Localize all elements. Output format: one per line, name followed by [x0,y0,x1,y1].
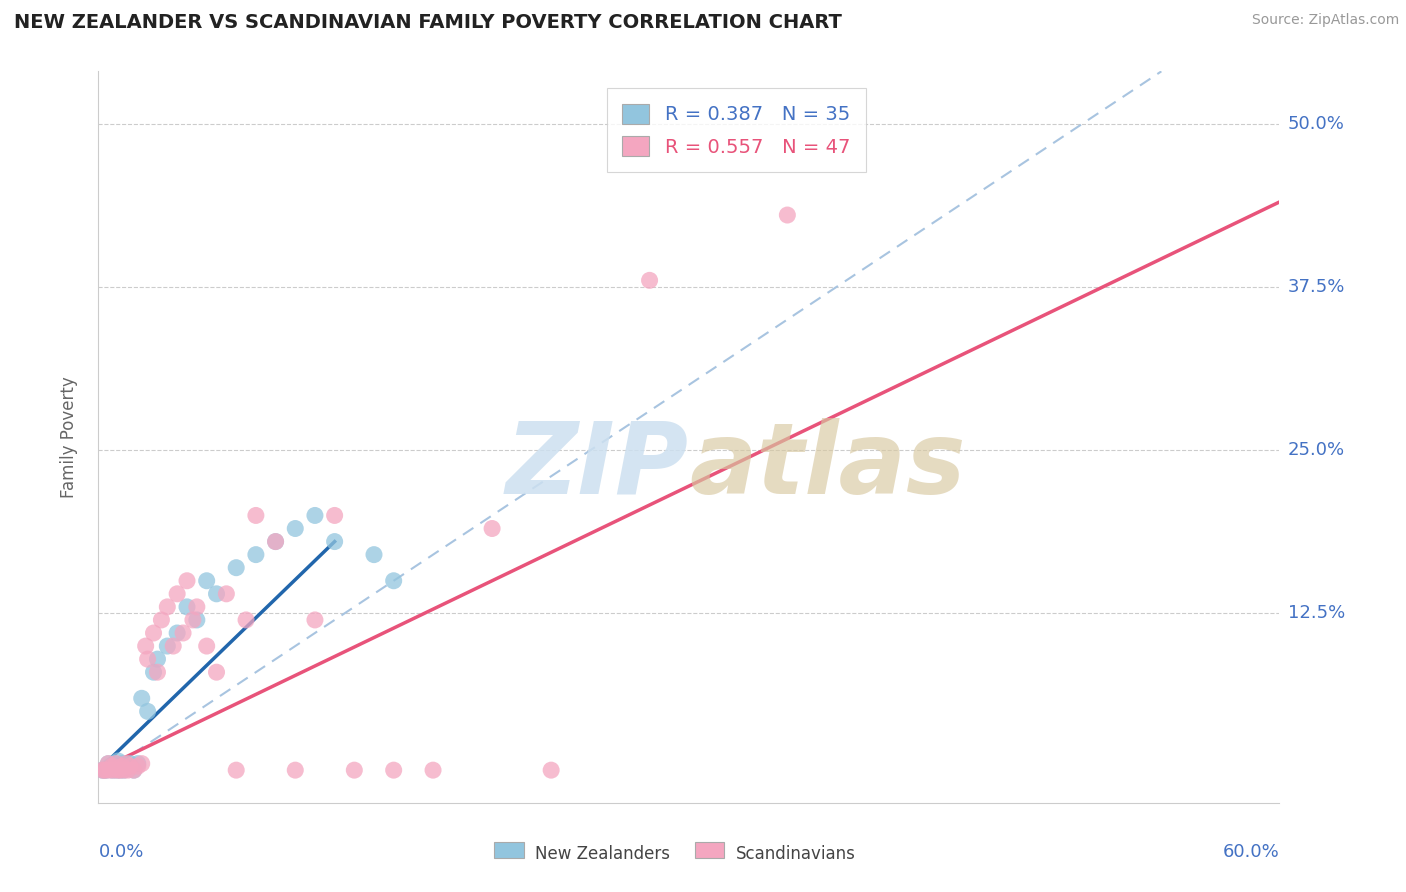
Point [186,599,208,614]
Point [108,763,131,777]
Point [142,626,165,640]
Point [98,763,121,777]
Point [142,665,165,680]
Point [422,763,444,777]
Point [115,756,138,771]
Point [382,574,405,588]
Point [343,763,366,777]
Text: 60.0%: 60.0% [1223,843,1279,861]
Point [176,574,198,588]
Point [181,613,204,627]
Point [105,763,128,777]
Point [146,652,169,666]
Point [166,626,188,640]
Text: 25.0%: 25.0% [1288,442,1346,459]
FancyBboxPatch shape [494,841,523,858]
Text: Scandinavians: Scandinavians [737,846,856,863]
Point [304,508,326,523]
Point [363,548,385,562]
Point [127,759,149,773]
Point [264,534,287,549]
Point [245,508,267,523]
Point [245,548,267,562]
Point [107,754,129,768]
Text: atlas: atlas [689,417,966,515]
Text: 37.5%: 37.5% [1288,278,1346,296]
Point [176,599,198,614]
Point [131,756,153,771]
Point [284,763,307,777]
Point [136,705,159,719]
Point [540,763,562,777]
Point [98,759,121,773]
Point [127,756,149,771]
Point [103,756,125,771]
Point [215,587,238,601]
Point [156,599,179,614]
Point [382,763,405,777]
Point [107,763,129,777]
Point [323,534,346,549]
Point [186,613,208,627]
Point [93,763,115,777]
Point [122,763,145,777]
Point [112,763,135,777]
Point [776,208,799,222]
Point [103,763,125,777]
Point [118,759,141,773]
Text: ZIP: ZIP [506,417,689,515]
Point [195,639,218,653]
Point [205,587,228,601]
Y-axis label: Family Poverty: Family Poverty [59,376,77,498]
Point [284,521,307,535]
Point [481,521,503,535]
Text: 50.0%: 50.0% [1288,114,1344,133]
Point [101,763,124,777]
Point [205,665,228,680]
Point [136,652,159,666]
FancyBboxPatch shape [695,841,724,858]
Text: 0.0%: 0.0% [98,843,143,861]
Point [150,613,173,627]
Point [96,763,118,777]
Point [304,613,326,627]
Point [166,587,188,601]
Point [172,626,194,640]
Point [107,759,129,773]
Point [235,613,257,627]
Point [96,763,118,777]
Point [108,763,131,777]
Point [91,763,114,777]
Point [162,639,184,653]
Point [264,534,287,549]
Text: NEW ZEALANDER VS SCANDINAVIAN FAMILY POVERTY CORRELATION CHART: NEW ZEALANDER VS SCANDINAVIAN FAMILY POV… [14,13,842,32]
Point [101,759,124,773]
Point [111,756,134,771]
Point [122,763,145,777]
Point [146,665,169,680]
Point [112,763,135,777]
Point [118,756,141,771]
Point [131,691,153,706]
Text: New Zealanders: New Zealanders [536,846,671,863]
Legend: R = 0.387   N = 35, R = 0.557   N = 47: R = 0.387 N = 35, R = 0.557 N = 47 [606,88,866,172]
Point [97,756,120,771]
Point [225,560,247,574]
Point [195,574,218,588]
Text: Source: ZipAtlas.com: Source: ZipAtlas.com [1251,13,1399,28]
Point [117,763,139,777]
Point [105,756,128,771]
Point [638,273,661,287]
Point [93,763,115,777]
Point [225,763,247,777]
Point [156,639,179,653]
Point [97,756,120,771]
Point [91,763,114,777]
Text: 12.5%: 12.5% [1288,605,1346,623]
Point [117,759,139,773]
Point [111,759,134,773]
Point [323,508,346,523]
Point [135,639,157,653]
